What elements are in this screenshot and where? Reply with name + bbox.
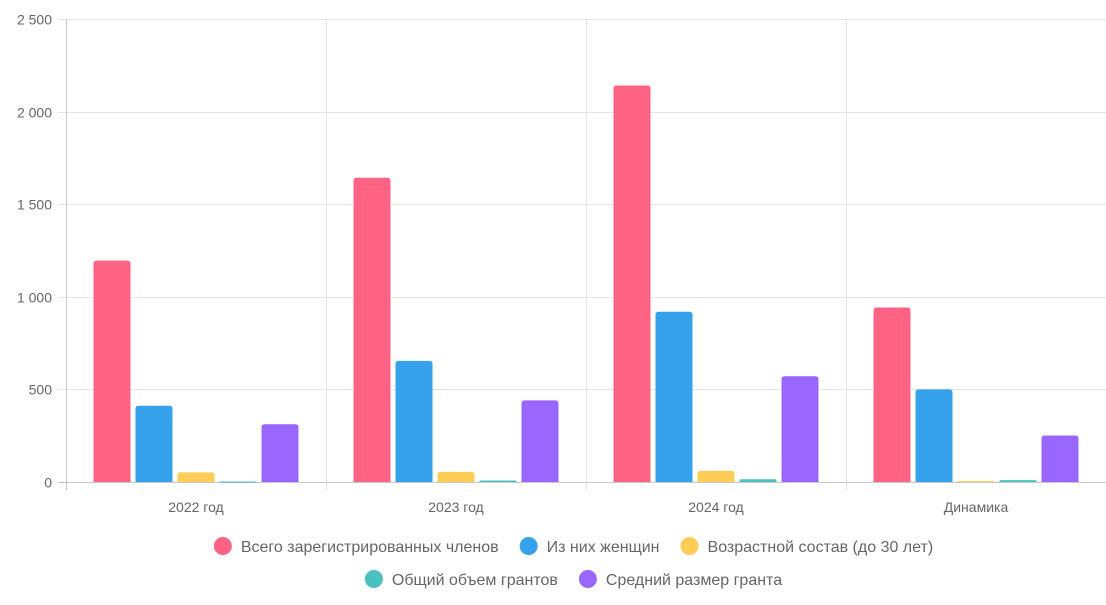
x-tick-label: Динамика bbox=[944, 499, 1009, 515]
x-tick-label: 2024 год bbox=[688, 499, 743, 515]
bar[interactable]: Общий объем грантов: 10 bbox=[999, 480, 1037, 482]
bar[interactable]: Всего зарегистрированных членов: 1643 bbox=[353, 177, 391, 482]
legend-swatch bbox=[519, 537, 538, 555]
bars: Всего зарегистрированных членов: 1195Из … bbox=[93, 85, 1079, 483]
x-tick-label: 2023 год bbox=[428, 499, 483, 515]
y-tick-label: 2 500 bbox=[17, 12, 52, 28]
bar[interactable]: Возрастной состав (до 30 лет): 5 bbox=[957, 481, 995, 483]
y-tick-label: 500 bbox=[29, 382, 53, 398]
bar[interactable]: Из них женщин: 919 bbox=[655, 311, 693, 482]
bar[interactable]: Из них женщин: 412 bbox=[135, 405, 173, 482]
x-tick-label: 2022 год bbox=[168, 499, 223, 515]
bar[interactable]: Средний размер гранта: 251 bbox=[1041, 435, 1079, 482]
bar[interactable]: Общий объем грантов: 8 bbox=[479, 480, 517, 482]
legend-swatch bbox=[364, 570, 383, 588]
legend-swatch bbox=[578, 570, 597, 588]
bar[interactable]: Возрастной состав (до 30 лет): 55 bbox=[437, 471, 475, 482]
y-tick-label: 0 bbox=[44, 475, 52, 491]
legend-label[interactable]: Из них женщин bbox=[547, 539, 660, 556]
bar[interactable]: Из них женщин: 654 bbox=[395, 360, 433, 482]
bar[interactable]: Из них женщин: 500 bbox=[915, 389, 953, 482]
legend-label[interactable]: Общий объем грантов bbox=[392, 572, 558, 589]
axes: 0 500 1 000 1 500 2 000 2 500 2022 год 2023 год… bbox=[17, 12, 1009, 516]
bar[interactable]: Средний размер гранта: 571 bbox=[781, 376, 819, 482]
bar[interactable]: Всего зарегистрированных членов: 942 bbox=[873, 307, 911, 482]
y-tick-label: 2 000 bbox=[17, 105, 52, 121]
y-tick-label: 1 500 bbox=[17, 197, 52, 213]
legend-swatch bbox=[680, 537, 699, 555]
bar[interactable]: Возрастной состав (до 30 лет): 60 bbox=[697, 470, 735, 482]
y-tick-label: 1 000 bbox=[17, 290, 52, 306]
bar[interactable]: Средний размер гранта: 312 bbox=[261, 424, 299, 482]
bar[interactable]: Возрастной состав (до 30 лет): 52 bbox=[177, 472, 215, 482]
bar[interactable]: Общий объем грантов: 15 bbox=[739, 479, 777, 482]
bar[interactable]: Всего зарегистрированных членов: 1195 bbox=[93, 260, 131, 482]
bar[interactable]: Средний размер гранта: 441 bbox=[521, 400, 559, 482]
bar[interactable]: Всего зарегистрированных членов: 2141 bbox=[613, 85, 651, 482]
grid bbox=[58, 19, 1106, 490]
legend-label[interactable]: Возрастной состав (до 30 лет) bbox=[708, 539, 934, 556]
bar[interactable]: Общий объем грантов: 3 bbox=[219, 481, 257, 483]
legend[interactable]: Всего зарегистрированных членов Из них же… bbox=[213, 537, 934, 589]
legend-label[interactable]: Средний размер гранта bbox=[606, 572, 782, 589]
legend-label[interactable]: Всего зарегистрированных членов bbox=[241, 539, 499, 556]
legend-swatch bbox=[213, 537, 232, 555]
